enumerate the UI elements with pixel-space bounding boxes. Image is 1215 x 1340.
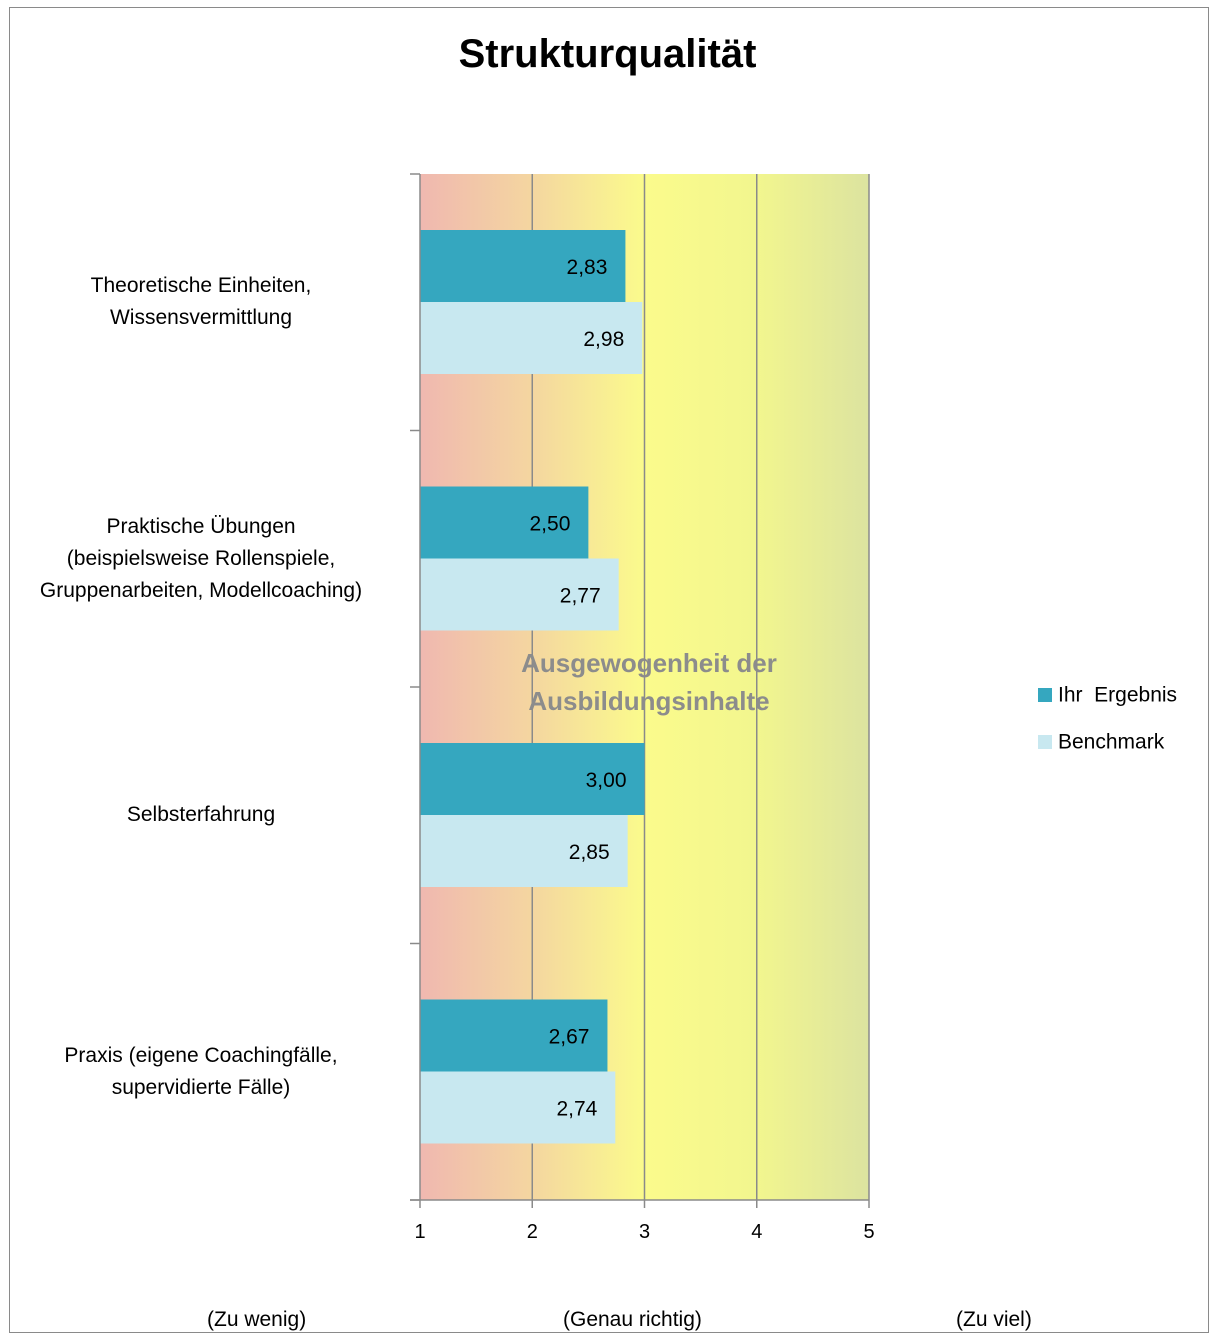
category-label-line: Gruppenarbeiten, Modellcoaching) (39, 578, 363, 602)
legend-label-benchmark: Benchmark (1058, 730, 1165, 754)
bar-value-label: 3,00 (586, 769, 627, 792)
bar-benchmark (420, 302, 643, 374)
x-tick-label: 4 (751, 1221, 762, 1243)
bar-value-label: 2,77 (560, 585, 601, 608)
bar-value-label: 2,98 (583, 328, 624, 351)
bar-value-label: 2,83 (567, 256, 608, 279)
x-tick-label: 2 (527, 1221, 538, 1243)
category-label-line: Praktische Übungen (106, 514, 296, 538)
center-annotation-line: Ausbildungsinhalte (528, 686, 769, 716)
scale-label-middle: (Genau richtig) (563, 1308, 702, 1331)
chart-title: Strukturqualität (458, 32, 757, 76)
category-label: Selbsterfahrung (6, 799, 396, 831)
category-label-line: supervidierte Fälle) (111, 1075, 291, 1099)
center-annotation-line: Ausgewogenheit der (521, 648, 777, 678)
legend-label-ihr-ergebnis: Ihr Ergebnis (1058, 683, 1178, 707)
category-label: Praktische Übungen (beispielsweise Rollen… (6, 511, 396, 607)
bar-ihr-ergebnis (420, 230, 626, 302)
bar-ihr-ergebnis (420, 486, 589, 559)
x-tick-label: 1 (414, 1221, 425, 1243)
category-label: Theoretische Einheiten, Wissensvermittlun… (6, 270, 396, 334)
bar-value-label: 2,50 (530, 513, 571, 536)
scale-label-high: (Zu viel) (956, 1308, 1032, 1331)
bar-value-label: 2,67 (549, 1026, 590, 1049)
bar-ihr-ergebnis (420, 999, 608, 1072)
bar-benchmark (420, 558, 619, 631)
bar-value-label: 2,85 (569, 841, 610, 864)
legend-swatch-ihr-ergebnis (1038, 688, 1052, 703)
x-tick-label: 3 (639, 1221, 650, 1243)
bar-value-label: 2,74 (556, 1098, 597, 1121)
legend-swatch-benchmark (1038, 735, 1052, 750)
bar-benchmark (420, 1071, 616, 1144)
category-label-line: Wissensvermittlung (109, 306, 293, 329)
x-tick-label: 5 (863, 1221, 874, 1243)
scale-label-low: (Zu wenig) (207, 1308, 307, 1331)
legend-item-ihr-ergebnis: Ihr Ergebnis (1038, 683, 1177, 707)
category-label-line: Praxis (eigene Coachingfälle, (64, 1043, 338, 1067)
category-label-line: Theoretische Einheiten, (90, 274, 312, 297)
category-label: Praxis (eigene Coachingfälle, supervidier… (6, 1040, 396, 1104)
category-label-line: Selbsterfahrung (126, 803, 276, 826)
category-label-line: (beispielsweise Rollenspiele, (66, 546, 336, 570)
legend-item-benchmark: Benchmark (1038, 730, 1164, 754)
bar-benchmark (420, 815, 628, 887)
bar-ihr-ergebnis (420, 743, 645, 815)
